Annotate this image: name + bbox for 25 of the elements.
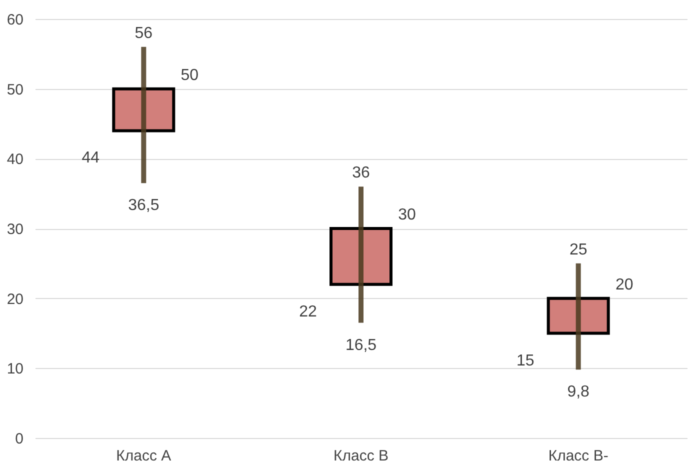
text: 30	[398, 206, 416, 224]
y-tick-label: 10	[6, 360, 24, 378]
text: 9,8	[567, 384, 590, 401]
x-tick-label: Класс B	[333, 448, 389, 464]
text: 20	[615, 276, 634, 294]
y-tick-label: 60	[6, 12, 24, 28]
text: 36	[352, 164, 370, 182]
x-tick-label: Класс A	[116, 448, 172, 464]
text: 56	[134, 24, 153, 42]
x-tick-label: Класс B-	[548, 448, 608, 464]
text: 44	[82, 150, 100, 167]
candlestick	[330, 186, 392, 323]
text: 50	[180, 66, 199, 84]
candlestick	[546, 263, 610, 370]
candlestick	[112, 46, 176, 184]
text: 15	[516, 352, 534, 370]
y-tick-label: 50	[6, 81, 24, 98]
y-tick-label: 0	[15, 430, 24, 448]
text: 16,5	[345, 336, 377, 354]
y-tick-label: 20	[6, 290, 24, 308]
text: 22	[299, 303, 317, 320]
y-tick-label: 40	[6, 151, 24, 168]
y-tick-label: 30	[6, 221, 24, 238]
text: 36,5	[128, 197, 160, 214]
text: 25	[569, 241, 588, 258]
